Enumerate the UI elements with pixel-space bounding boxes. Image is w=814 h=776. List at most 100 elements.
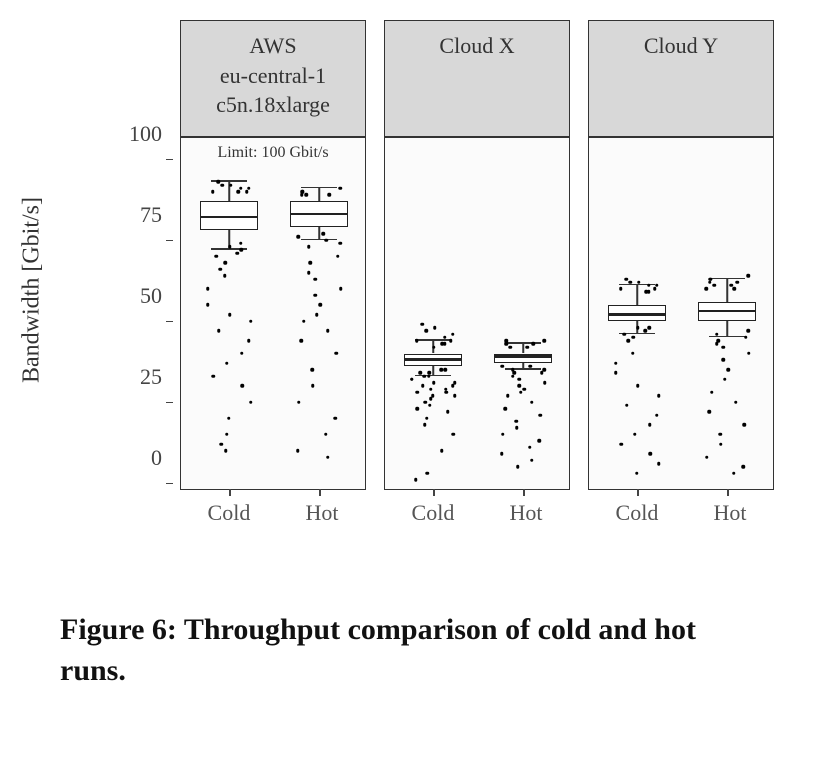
outlier-point [300,193,304,197]
facet-row: AWSeu-central-1c5n.18xlargeLimit: 100 Gb… [180,20,774,526]
outlier-point [314,293,318,297]
outlier-point [727,368,731,372]
outlier-point [746,329,750,333]
facet-header: Cloud Y [588,20,774,138]
outlier-point [414,478,418,482]
outlier-point [225,361,229,365]
facet-title-line: eu-central-1 [220,61,326,91]
outlier-point [538,413,542,417]
outlier-point [429,387,433,391]
outlier-point [449,339,453,343]
outlier-point [218,268,222,272]
outlier-point [228,245,232,249]
outlier-point [733,287,737,291]
outlier-point [528,446,532,450]
outlier-point [325,238,329,242]
y-tick-label: 75 [140,202,162,228]
median-line [200,216,258,219]
box-group [602,137,672,489]
outlier-point [227,417,231,421]
median-line [698,310,756,313]
outlier-point [249,400,253,404]
outlier-point [296,449,300,453]
outlier-point [326,455,330,459]
outlier-point [543,381,547,385]
outlier-point [336,255,340,259]
outlier-point [302,319,306,323]
outlier-point [429,397,433,401]
facet-title-line: AWS [249,31,296,61]
outlier-point [419,371,423,375]
outlier-point [529,365,533,369]
x-label: Hot [509,500,542,526]
whisker-cap [709,336,745,338]
y-axis-label: Bandwidth [Gbit/s] [19,197,46,383]
median-line [608,313,666,316]
outlier-point [708,281,712,285]
outlier-point [309,261,313,265]
x-label: Hot [305,500,338,526]
outlier-point [626,339,630,343]
box-group [488,137,558,489]
outlier-point [624,277,628,281]
outlier-point [410,378,414,382]
y-tick-label: 0 [151,445,162,471]
outlier-point [543,339,547,343]
facet: Cloud Y ColdHot [588,20,774,526]
outlier-point [712,284,716,288]
outlier-point [451,433,455,437]
outlier-point [635,472,639,476]
outlier-point [500,365,504,369]
y-tick-mark [166,483,173,485]
x-tick-mark [637,489,639,496]
outlier-point [719,442,723,446]
outlier-point [653,287,657,291]
outlier-point [423,423,427,427]
outlier-point [742,423,746,427]
outlier-point [516,465,520,469]
box-group [398,137,468,489]
outlier-point [504,407,508,411]
outlier-point [215,255,219,259]
outlier-point [416,407,420,411]
outlier-point [440,449,444,453]
outlier-point [451,384,455,388]
outlier-point [647,290,651,294]
x-labels: ColdHot [588,490,774,526]
outlier-point [307,271,311,275]
outlier-point [718,433,722,437]
outlier-point [633,433,637,437]
x-tick-mark [229,489,231,496]
outlier-point [428,404,432,408]
outlier-point [206,287,210,291]
outlier-point [506,394,510,398]
outlier-point [648,452,652,456]
x-label: Hot [713,500,746,526]
outlier-point [421,384,425,388]
outlier-point [313,277,317,281]
outlier-point [619,442,623,446]
outlier-point [224,449,228,453]
whisker-line [318,188,320,201]
outlier-point [734,400,738,404]
outlier-point [530,400,534,404]
outlier-point [236,190,240,194]
outlier-point [206,303,210,307]
outlier-point [423,400,427,404]
outlier-point [440,368,444,372]
outlier-point [628,281,632,285]
outlier-point [223,274,227,278]
facet-header: Cloud X [384,20,570,138]
outlier-point [721,345,725,349]
box-group [284,137,354,489]
outlier-point [747,274,751,278]
outlier-point [515,426,519,430]
outlier-point [297,400,301,404]
outlier-point [245,190,249,194]
outlier-point [705,455,709,459]
whisker-cap [709,278,745,280]
x-tick-mark [433,489,435,496]
x-label: Cold [412,500,455,526]
facet-panel: Limit: 100 Gbit/s [180,138,366,490]
outlier-point [304,193,308,197]
